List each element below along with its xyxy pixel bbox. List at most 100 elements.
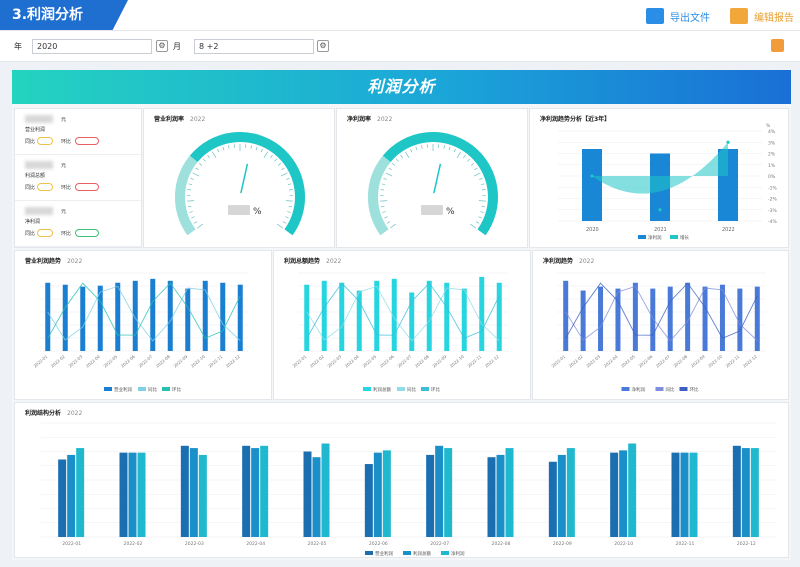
- x-tick-label: 2022-02: [309, 354, 325, 369]
- gauge-tick: [478, 216, 482, 219]
- bar: [115, 282, 121, 351]
- export-label: 导出文件: [670, 12, 710, 24]
- legend-swatch: [104, 387, 112, 391]
- x-tick-label: 2021: [654, 227, 667, 233]
- edit-report-button[interactable]: 编辑报告: [730, 6, 794, 26]
- bar: [426, 280, 432, 351]
- gauge-tick: [380, 200, 388, 202]
- bar: [189, 448, 198, 537]
- gauge-tick: [405, 151, 410, 158]
- gauge-tick: [467, 158, 471, 162]
- bar: [180, 445, 189, 537]
- month-select[interactable]: 8 +2: [194, 39, 314, 54]
- gauge-tick: [384, 216, 388, 219]
- op-profit-trend-chart: 2022-01 2022-02 2022-03 2022-04 2022-05 2022-…: [32, 272, 249, 393]
- gauge-tick: [400, 154, 403, 159]
- bar: [632, 282, 638, 351]
- filter-toggle-icon[interactable]: [771, 39, 784, 52]
- legend-swatch: [655, 387, 664, 391]
- gauge-tick: [388, 167, 392, 171]
- kpi-mom-label: 环比: [61, 231, 72, 237]
- x-tick-label: 2022-03: [326, 354, 342, 369]
- gauge-tick: [270, 154, 273, 159]
- x-tick-label: 2022-05: [308, 541, 327, 547]
- gauge-low-band: [175, 155, 198, 236]
- x-tick-label: 2022-04: [603, 354, 619, 369]
- gauge-unit: %: [446, 207, 455, 217]
- trend-line: [47, 282, 241, 339]
- legend-swatch: [421, 387, 429, 391]
- legend-label: 环比: [431, 386, 440, 393]
- legend-swatch: [403, 551, 411, 555]
- chart-title: 净利润趋势 2022: [543, 258, 595, 265]
- kpi-label: 利润总额: [25, 173, 46, 179]
- gauge-high-band: [382, 132, 498, 236]
- kpi-label: 营业利润: [25, 127, 46, 133]
- net-profit-3yr-panel: 净利润趋势分析【近3年】 4% 3% 2% 1% 0% -1% -2% -3% -4%% 2020…: [529, 108, 789, 248]
- bar: [220, 282, 226, 351]
- gauge-tick: [217, 148, 220, 153]
- right-axis-unit: %: [766, 123, 771, 129]
- gauge-tick: [480, 211, 484, 213]
- trend-line: [306, 285, 500, 342]
- gauge-tick: [187, 205, 192, 208]
- gauge-tick: [410, 148, 413, 153]
- bar: [364, 464, 373, 537]
- legend-swatch: [441, 551, 449, 555]
- total-profit-trend-chart: 2022-01 2022-02 2022-03 2022-04 2022-05 2022-…: [291, 272, 508, 393]
- bar: [251, 448, 260, 537]
- net-margin-gauge: %: [368, 132, 498, 236]
- kpi-unit: 元: [61, 117, 67, 123]
- gauge-tick: [192, 172, 200, 177]
- bar: [260, 445, 269, 537]
- net-margin-gauge-panel: 净利润率 2022 %: [336, 108, 528, 248]
- year-select[interactable]: 2020: [32, 39, 152, 54]
- x-tick-label: 2022-02: [50, 354, 66, 369]
- x-tick-label: 2022-08: [672, 354, 688, 369]
- gauge-tick: [207, 154, 210, 159]
- op-margin-gauge-panel: 营业利润率 2022 %: [143, 108, 335, 248]
- kpi-unit: 元: [61, 209, 67, 215]
- x-tick-label: 2022-11: [724, 354, 740, 369]
- bar: [754, 286, 760, 351]
- bar: [97, 285, 103, 351]
- gauge-tick: [453, 148, 456, 153]
- y-tick-label: 0%: [768, 174, 776, 180]
- legend-label: 同比: [148, 386, 157, 393]
- gauge-tick: [479, 177, 483, 180]
- trend-line: [565, 282, 758, 339]
- bar: [479, 276, 485, 351]
- legend-label: 营业利润: [114, 386, 132, 393]
- bar: [667, 286, 673, 351]
- bar: [202, 280, 208, 351]
- bar: [242, 445, 251, 537]
- bar: [185, 288, 191, 351]
- bar: [339, 282, 345, 351]
- kpi-card: 元 营业利润 同比 环比: [15, 109, 143, 155]
- gauge-high-band: [189, 132, 305, 236]
- bar: [150, 278, 156, 351]
- bar: [680, 452, 689, 537]
- export-button[interactable]: 导出文件: [646, 6, 710, 26]
- legend-label: 增长: [680, 234, 689, 241]
- gauge-tick: [383, 177, 387, 180]
- profit-structure-panel: 利润结构分析 2022 2022-01 2022-02 2022-03 2022-04 2…: [14, 402, 789, 558]
- year-settings-icon[interactable]: ⚙: [156, 40, 168, 52]
- bar: [237, 284, 243, 351]
- legend-swatch: [621, 387, 630, 391]
- x-tick-label: 2022-09: [553, 541, 572, 547]
- month-settings-icon[interactable]: ⚙: [317, 40, 329, 52]
- bar: [312, 457, 321, 537]
- x-tick-label: 2022-07: [137, 354, 153, 369]
- bar: [557, 454, 566, 537]
- bar: [321, 443, 330, 537]
- kpi-mom-badge: [75, 229, 99, 237]
- y-tick-label: 2%: [768, 152, 776, 158]
- bar: [426, 454, 435, 537]
- x-tick-label: 2022-09: [431, 354, 447, 369]
- gauge-tick: [389, 223, 396, 229]
- legend-label: 环比: [172, 386, 181, 393]
- gauge-tick: [456, 151, 461, 158]
- x-tick-label: 2022-06: [120, 354, 136, 369]
- y-tick-label: 1%: [768, 163, 776, 169]
